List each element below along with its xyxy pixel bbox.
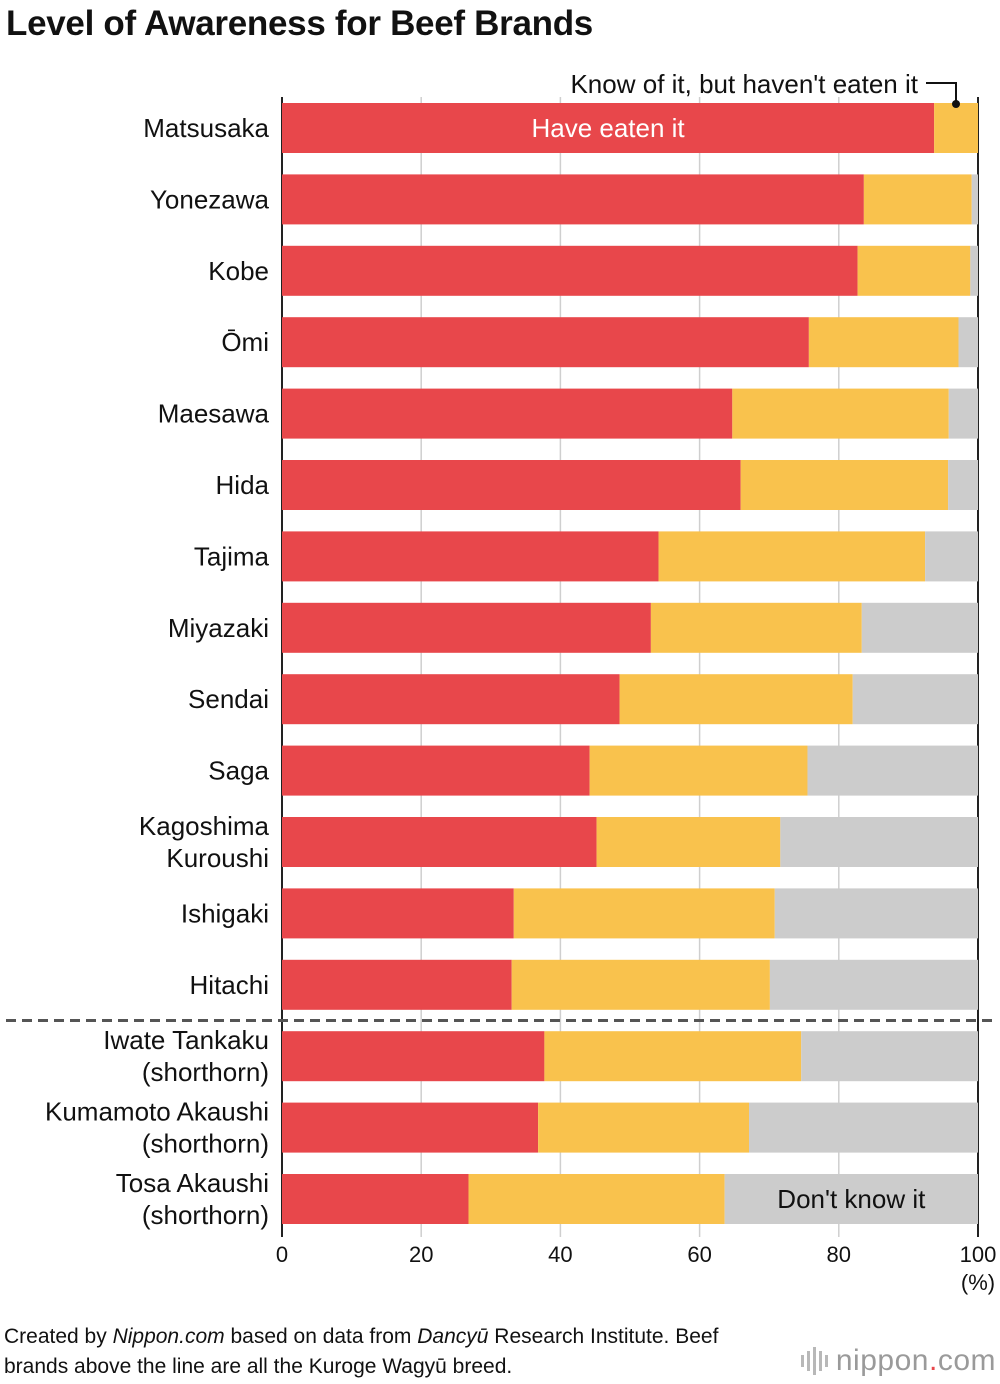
bar-segment	[282, 602, 651, 653]
bar-segment	[971, 174, 978, 225]
bar-segment	[282, 245, 858, 296]
category-label: Kumamoto Akaushi (shorthorn)	[45, 1097, 269, 1159]
bar-segment	[282, 103, 935, 153]
category-label: Ishigaki	[181, 898, 269, 928]
callout-line	[926, 82, 957, 104]
bar-segment	[857, 245, 971, 296]
series-label-know-not-eaten: Know of it, but haven't eaten it	[570, 69, 918, 99]
chart-title: Level of Awareness for Beef Brands	[6, 4, 593, 43]
category-label: Yonezawa	[150, 184, 270, 214]
bar-segment	[513, 888, 775, 939]
bar-segment	[861, 602, 978, 653]
bar-segment	[282, 1174, 469, 1224]
bar-segment	[282, 817, 597, 867]
bar-segment	[650, 602, 862, 653]
bar-segment	[934, 103, 978, 153]
bar-segment	[658, 531, 926, 582]
category-label: Maesawa	[158, 399, 270, 429]
x-unit-label: (%)	[961, 1270, 995, 1295]
bar-segment	[282, 674, 620, 725]
category-label: Kobe	[208, 256, 269, 286]
category-label: Tosa Akaushi (shorthorn)	[116, 1168, 269, 1230]
series-labels: Have eaten it Know of it, but haven't eat…	[531, 69, 960, 1214]
bar-segment	[863, 174, 972, 225]
x-tick-label: 0	[276, 1242, 288, 1267]
series-label-dont-know: Don't know it	[777, 1184, 926, 1214]
category-label: Iwate Tankaku (shorthorn)	[103, 1025, 269, 1087]
category-label: Tajima	[194, 541, 270, 571]
x-tick-label: 60	[687, 1242, 711, 1267]
bar-segment	[852, 674, 978, 725]
footer-source-data: Dancyū	[417, 1325, 489, 1348]
stacked-bar-chart: Matsusaka Yonezawa Kobe Ōmi Maesawa Hida Tajim…	[6, 69, 998, 1295]
bar-segment	[282, 531, 659, 582]
x-tick-label: 100	[960, 1242, 997, 1267]
bar-segment	[282, 1102, 539, 1153]
bar-segment	[282, 745, 590, 796]
footer-note: Created by Nippon.com based on data from…	[4, 1322, 764, 1382]
x-tick-label: 80	[827, 1242, 851, 1267]
category-labels: Matsusaka Yonezawa Kobe Ōmi Maesawa Hida Tajim…	[45, 113, 270, 1230]
callout-dot	[952, 100, 960, 108]
bar-segment	[970, 245, 978, 296]
bar-segment	[282, 174, 864, 225]
bar-segment	[282, 959, 512, 1010]
x-tick-label: 40	[548, 1242, 572, 1267]
bar-segment	[724, 1174, 978, 1224]
logo-wordmark: nippon.com	[835, 1344, 996, 1377]
bar-segment	[282, 1031, 545, 1082]
footer-text-2: based on data from	[224, 1325, 418, 1348]
footer-source-site: Nippon.com	[112, 1325, 225, 1348]
bar-segment	[282, 388, 733, 439]
category-label: Kagoshima Kuroushi	[139, 811, 270, 873]
category-label: Sendai	[188, 684, 269, 714]
category-label: Ōmi	[221, 327, 269, 357]
bar-segment	[948, 388, 978, 439]
footer-text-3: Research Institute. Beef brands above th…	[4, 1325, 719, 1378]
bar-segment	[774, 888, 978, 939]
x-tick-label: 20	[409, 1242, 433, 1267]
bar-segment	[511, 959, 770, 1010]
bar-segment	[769, 959, 978, 1010]
bar-segment	[732, 388, 949, 439]
bar-segment	[749, 1102, 978, 1153]
logo-mark-icon	[800, 1347, 828, 1375]
bar-segment	[808, 317, 959, 368]
footer-text-1: Created by	[4, 1325, 113, 1348]
bar-segment	[282, 888, 514, 939]
bar-segment	[589, 745, 808, 796]
bar-segment	[282, 460, 741, 510]
nippon-logo: nippon.com	[800, 1343, 996, 1379]
series-label-have-eaten: Have eaten it	[531, 113, 685, 143]
bar-segment	[596, 817, 781, 867]
bar-segment	[780, 817, 978, 867]
bar-segment	[740, 460, 949, 510]
bar-segment	[801, 1031, 978, 1082]
category-label: Hitachi	[190, 970, 269, 1000]
bar-segment	[619, 674, 853, 725]
bar-segment	[958, 317, 978, 368]
x-axis: 0 20 40 60 80 100 (%)	[276, 1242, 996, 1295]
category-label: Matsusaka	[143, 113, 269, 143]
category-label: Hida	[216, 470, 270, 500]
bar-segment	[807, 745, 978, 796]
bar-segment	[468, 1174, 725, 1224]
bar-segment	[925, 531, 978, 582]
bar-segment	[544, 1031, 802, 1082]
category-label: Saga	[208, 756, 269, 786]
bars	[6, 103, 998, 1224]
bar-segment	[948, 460, 978, 510]
bar-segment	[282, 317, 809, 368]
bar-segment	[538, 1102, 750, 1153]
category-label: Miyazaki	[168, 613, 269, 643]
